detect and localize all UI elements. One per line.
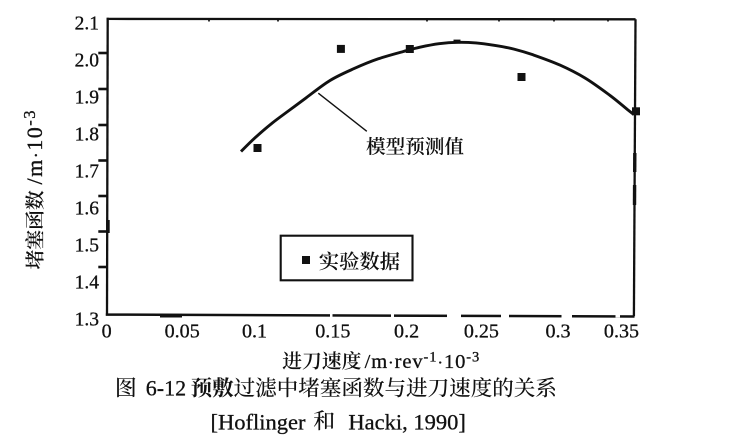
svg-text:2.0: 2.0 (75, 51, 99, 72)
svg-text:0.3: 0.3 (545, 320, 570, 342)
svg-text:0.25: 0.25 (464, 320, 499, 342)
svg-text:0.2: 0.2 (394, 320, 419, 342)
svg-text:1.5: 1.5 (75, 235, 99, 256)
svg-text:0: 0 (102, 320, 112, 342)
svg-text:1.8: 1.8 (75, 125, 99, 146)
svg-text:1.9: 1.9 (75, 88, 99, 109)
svg-text:[Hoflinger: [Hoflinger (211, 410, 306, 435)
svg-text:0.15: 0.15 (315, 320, 350, 342)
svg-text:0.1: 0.1 (242, 320, 267, 342)
svg-text:2.1: 2.1 (75, 14, 99, 35)
svg-text:1.3: 1.3 (75, 309, 99, 330)
svg-text:0.05: 0.05 (165, 320, 200, 342)
svg-text:1.4: 1.4 (75, 272, 100, 293)
svg-text:/m·rev-1·10-3: /m·rev-1·10-3 (365, 350, 481, 374)
svg-text:Hacki, 1990]: Hacki, 1990] (348, 410, 465, 435)
svg-text:6-12: 6-12 (146, 376, 186, 401)
svg-text:1.6: 1.6 (75, 198, 100, 219)
svg-text:1.7: 1.7 (75, 162, 100, 183)
svg-text:0.35: 0.35 (604, 320, 639, 342)
